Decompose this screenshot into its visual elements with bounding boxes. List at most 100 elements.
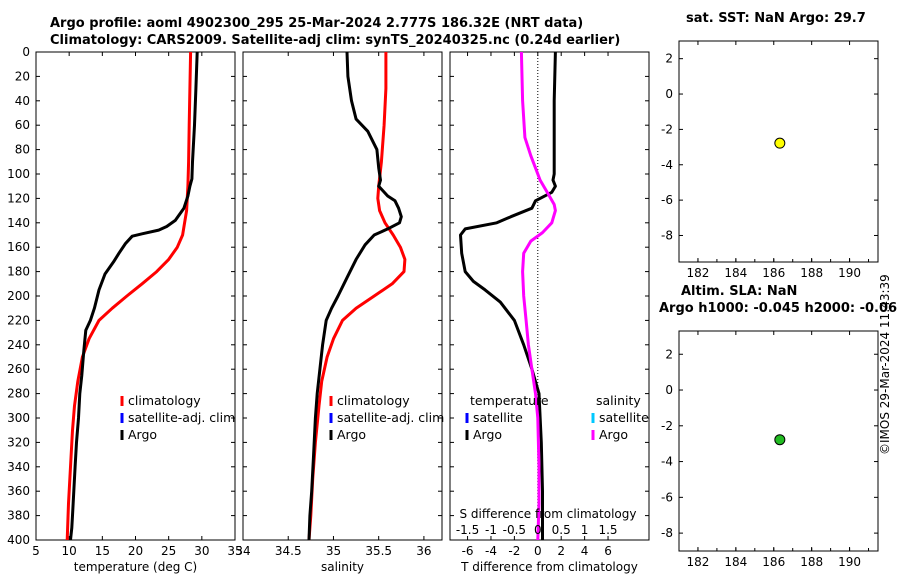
difference-series-s-argo <box>519 51 557 541</box>
temperature-ytick-label: 200 <box>7 289 30 303</box>
sla_map-ytick-label: -8 <box>661 526 673 540</box>
temperature-ytick-label: 140 <box>7 216 30 230</box>
temperature-axes-frame <box>35 51 236 541</box>
temperature-ytick-label: 220 <box>7 313 30 327</box>
sla-map-title-line1: Altim. SLA: NaN <box>681 284 798 299</box>
difference-legend-t-argo-label: Argo <box>473 427 502 442</box>
temperature-ytick-label: 320 <box>7 435 30 449</box>
sla_map-ytick-label: -4 <box>661 455 673 469</box>
temperature-ytick-label: 160 <box>7 240 30 254</box>
salinity-legend-satellite-label: satellite-adj. clim <box>337 410 444 425</box>
temperature-ytick-label: 120 <box>7 191 30 205</box>
sla_map-xtick-label: 182 <box>686 555 709 569</box>
salinity-legend-argo-label: Argo <box>337 427 366 442</box>
difference-legend-salinity-header: salinity <box>596 393 641 408</box>
temperature-xtick-label: 5 <box>32 544 40 558</box>
sla_map-xtick-label: 188 <box>800 555 823 569</box>
difference-legend-t-satellite-label: satellite <box>473 410 523 425</box>
difference-xlabel-top: S difference from climatology <box>460 507 637 521</box>
temperature-series-argo <box>69 51 199 541</box>
figure-title-line2: Climatology: CARS2009. Satellite-adj cli… <box>50 33 621 48</box>
difference-top-tick-label: 0.5 <box>552 523 571 537</box>
difference-xtick-label: 6 <box>604 544 612 558</box>
temperature-legend-argo-label: Argo <box>128 427 157 442</box>
figure-title-line1: Argo profile: aoml 4902300_295 25-Mar-20… <box>50 16 584 31</box>
sst-map-title: sat. SST: NaN Argo: 29.7 <box>686 11 866 26</box>
temperature-ytick-label: 280 <box>7 387 30 401</box>
sla_map-ytick-label: 0 <box>665 383 673 397</box>
difference-xlabel: T difference from climatology <box>460 560 638 574</box>
sst_map-xtick-label: 182 <box>686 266 709 280</box>
difference-xtick-label: -4 <box>485 544 497 558</box>
sla_map-ytick-label: -6 <box>661 490 673 504</box>
sst_map-ytick-label: -8 <box>661 228 673 242</box>
salinity-series-climatology <box>307 52 407 541</box>
sst_map-xtick-label: 186 <box>762 266 785 280</box>
salinity-xtick-label: 35.5 <box>365 544 392 558</box>
difference-legend-s-argo-label: Argo <box>599 427 628 442</box>
difference-xtick-label: -6 <box>462 544 474 558</box>
sst_map-xtick-label: 190 <box>838 266 861 280</box>
temperature-xtick-label: 15 <box>95 544 110 558</box>
difference-top-tick-label: -1.5 <box>456 523 479 537</box>
sla_map-xtick-label: 184 <box>724 555 747 569</box>
difference-xtick-label: 0 <box>534 544 542 558</box>
temperature-ytick-label: 380 <box>7 509 30 523</box>
temperature-xtick-label: 10 <box>62 544 77 558</box>
temperature-ytick-label: 400 <box>7 533 30 547</box>
difference-series-t-argo <box>459 51 557 540</box>
difference-top-tick-label: -1 <box>485 523 497 537</box>
salinity-axes-frame <box>242 51 443 541</box>
temperature-series-climatology <box>65 51 193 541</box>
temperature-ytick-label: 60 <box>15 118 30 132</box>
sla_map-float-marker <box>774 434 786 446</box>
salinity-xlabel: salinity <box>321 560 364 574</box>
difference-xtick-label: 2 <box>557 544 565 558</box>
sla_map-ytick-label: -2 <box>661 419 673 433</box>
sst_map-ytick-label: -4 <box>661 158 673 172</box>
sst_map-ytick-label: -2 <box>661 122 673 136</box>
difference-top-tick-label: 0 <box>534 523 542 537</box>
difference-legend-s-satellite-label: satellite <box>599 410 649 425</box>
temperature-legend-satellite-label: satellite-adj. clim <box>128 410 235 425</box>
sst_map-ytick-label: -6 <box>661 193 673 207</box>
salinity-series-argo <box>307 51 403 541</box>
temperature-legend-climatology-label: climatology <box>128 393 201 408</box>
temperature-ytick-label: 260 <box>7 362 30 376</box>
sst_map-float-marker <box>774 137 786 149</box>
temperature-ytick-label: 40 <box>15 94 30 108</box>
sla_map-xtick-label: 190 <box>838 555 861 569</box>
sla-map-title-line2: Argo h1000: -0.045 h2000: -0.06 <box>659 301 898 316</box>
salinity-legend-climatology-label: climatology <box>337 393 410 408</box>
sst_map-xtick-label: 184 <box>724 266 747 280</box>
difference-legend-temperature-header: temperature <box>470 393 549 408</box>
temperature-ytick-label: 180 <box>7 265 30 279</box>
sst_map-ytick-label: 0 <box>665 87 673 101</box>
temperature-xtick-label: 30 <box>194 544 209 558</box>
temperature-ytick-label: 340 <box>7 460 30 474</box>
salinity-xtick-label: 34.5 <box>275 544 302 558</box>
temperature-xtick-label: 25 <box>161 544 176 558</box>
temperature-ytick-label: 20 <box>15 69 30 83</box>
temperature-ytick-label: 0 <box>22 45 30 59</box>
difference-top-tick-label: -0.5 <box>503 523 526 537</box>
salinity-xtick-label: 34 <box>235 544 250 558</box>
temperature-ytick-label: 80 <box>15 143 30 157</box>
temperature-xtick-label: 35 <box>227 544 242 558</box>
sst_map-ytick-label: 2 <box>665 52 673 66</box>
sst_map-axes-frame <box>678 40 879 263</box>
temperature-ytick-label: 360 <box>7 484 30 498</box>
temperature-xlabel: temperature (deg C) <box>74 560 197 574</box>
salinity-xtick-label: 36 <box>416 544 431 558</box>
temperature-ytick-label: 300 <box>7 411 30 425</box>
temperature-ytick-label: 240 <box>7 338 30 352</box>
difference-xtick-label: -2 <box>508 544 520 558</box>
temperature-ytick-label: 100 <box>7 167 30 181</box>
sla_map-axes-frame <box>678 330 879 552</box>
difference-top-tick-label: 1 <box>581 523 589 537</box>
sla_map-xtick-label: 186 <box>762 555 785 569</box>
temperature-xtick-label: 20 <box>128 544 143 558</box>
sla_map-ytick-label: 2 <box>665 347 673 361</box>
difference-top-tick-label: 1.5 <box>598 523 617 537</box>
